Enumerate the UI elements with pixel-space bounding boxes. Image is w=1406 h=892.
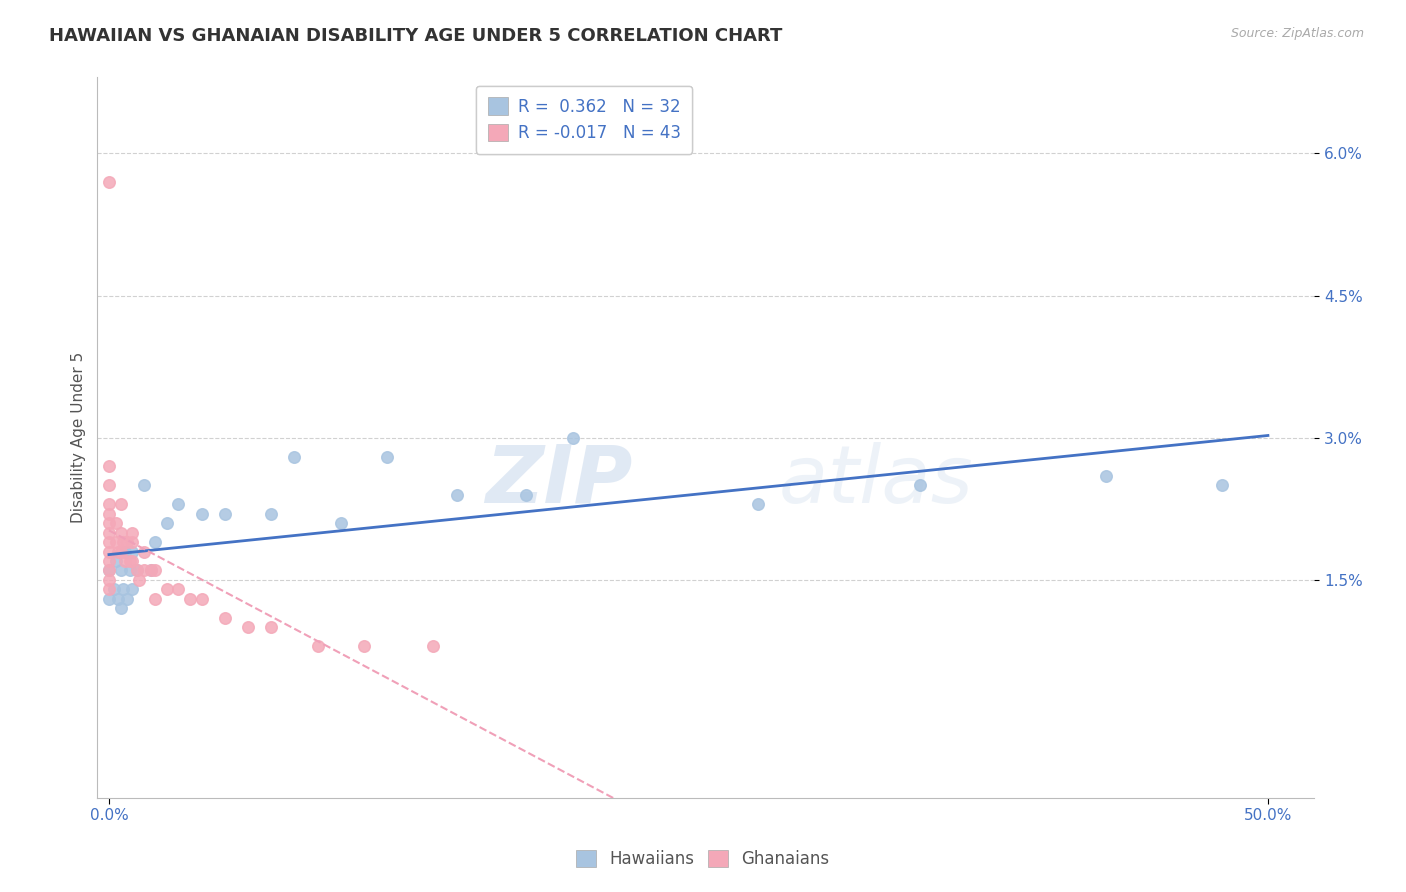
Point <box>97 554 120 568</box>
Point <box>375 450 398 464</box>
Legend: Hawaiians, Ghanaians: Hawaiians, Ghanaians <box>569 843 837 875</box>
Point <box>132 564 155 578</box>
Point <box>97 507 120 521</box>
Point <box>329 516 352 530</box>
Point <box>117 535 139 549</box>
Point <box>121 525 143 540</box>
Point <box>97 478 120 492</box>
Point <box>128 573 150 587</box>
Point <box>104 535 127 549</box>
Point <box>190 591 212 606</box>
Point <box>114 554 136 568</box>
Point <box>118 564 141 578</box>
Point <box>353 640 375 654</box>
Point <box>139 564 162 578</box>
Point <box>110 601 132 615</box>
Point <box>97 535 120 549</box>
Point <box>143 591 166 606</box>
Point <box>114 544 136 558</box>
Point <box>515 488 537 502</box>
Point <box>190 507 212 521</box>
Point <box>110 525 132 540</box>
Point <box>97 497 120 511</box>
Point <box>125 564 148 578</box>
Point <box>121 544 143 558</box>
Point <box>446 488 468 502</box>
Point <box>167 497 190 511</box>
Point <box>179 591 201 606</box>
Point <box>121 554 143 568</box>
Point <box>1211 478 1233 492</box>
Point <box>97 459 120 474</box>
Point <box>139 564 162 578</box>
Point <box>97 573 120 587</box>
Point <box>97 175 120 189</box>
Point <box>110 544 132 558</box>
Point <box>747 497 769 511</box>
Point <box>156 582 179 597</box>
Point <box>103 582 125 597</box>
Point <box>214 507 236 521</box>
Point <box>236 620 259 634</box>
Point <box>125 564 148 578</box>
Point <box>97 544 120 558</box>
Text: HAWAIIAN VS GHANAIAN DISABILITY AGE UNDER 5 CORRELATION CHART: HAWAIIAN VS GHANAIAN DISABILITY AGE UNDE… <box>49 27 783 45</box>
Point <box>143 564 166 578</box>
Text: ZIP: ZIP <box>485 442 633 520</box>
Point <box>117 591 139 606</box>
Point <box>260 507 283 521</box>
Point <box>97 564 120 578</box>
Point <box>107 591 129 606</box>
Point <box>111 582 134 597</box>
Point <box>132 544 155 558</box>
Point <box>283 450 305 464</box>
Point <box>118 554 141 568</box>
Point <box>214 611 236 625</box>
Point <box>121 582 143 597</box>
Point <box>156 516 179 530</box>
Point <box>107 544 129 558</box>
Point <box>97 525 120 540</box>
Point <box>104 516 127 530</box>
Point <box>121 535 143 549</box>
Text: Source: ZipAtlas.com: Source: ZipAtlas.com <box>1230 27 1364 40</box>
Point <box>110 497 132 511</box>
Point <box>97 564 120 578</box>
Point <box>561 431 583 445</box>
Point <box>260 620 283 634</box>
Point <box>97 516 120 530</box>
Legend: R =  0.362   N = 32, R = -0.017   N = 43: R = 0.362 N = 32, R = -0.017 N = 43 <box>477 86 692 153</box>
Text: atlas: atlas <box>779 442 973 520</box>
Point <box>307 640 329 654</box>
Point <box>143 535 166 549</box>
Point <box>167 582 190 597</box>
Point <box>1094 468 1116 483</box>
Y-axis label: Disability Age Under 5: Disability Age Under 5 <box>72 352 86 524</box>
Point <box>422 640 444 654</box>
Point <box>132 478 155 492</box>
Point <box>104 554 127 568</box>
Point <box>111 535 134 549</box>
Point <box>910 478 932 492</box>
Point <box>97 582 120 597</box>
Point <box>110 564 132 578</box>
Point <box>97 591 120 606</box>
